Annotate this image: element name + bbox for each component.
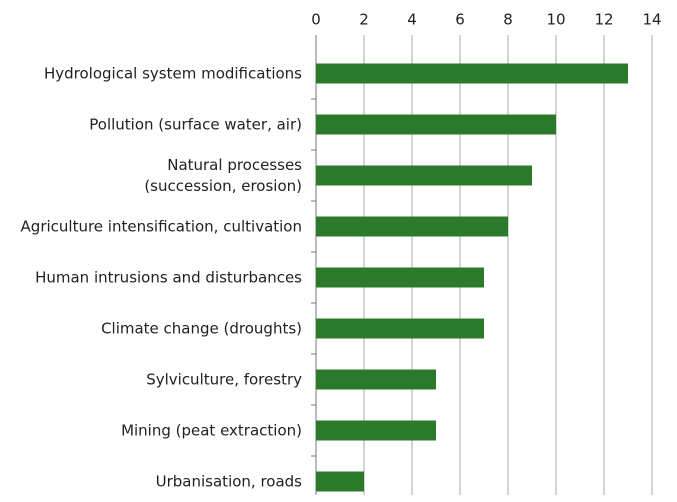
y-tick-label: Climate change (droughts) bbox=[101, 319, 302, 337]
bar bbox=[316, 471, 364, 492]
bar bbox=[316, 216, 508, 237]
x-tick-label: 2 bbox=[359, 11, 369, 29]
bar bbox=[316, 420, 436, 441]
bar bbox=[316, 63, 628, 84]
y-tick-label: Urbanisation, roads bbox=[155, 472, 302, 490]
y-tick-label: Agriculture intensification, cultivation bbox=[20, 217, 302, 235]
x-tick-label: 12 bbox=[594, 11, 613, 29]
y-tick-label: Sylviculture, forestry bbox=[146, 370, 302, 388]
x-tick-label: 0 bbox=[311, 11, 321, 29]
y-tick-label: Pollution (surface water, air) bbox=[89, 115, 302, 133]
bar bbox=[316, 267, 484, 288]
bar bbox=[316, 114, 556, 135]
x-tick-label: 6 bbox=[455, 11, 465, 29]
bar bbox=[316, 318, 484, 339]
x-tick-label: 4 bbox=[407, 11, 417, 29]
x-tick-label: 10 bbox=[546, 11, 565, 29]
y-tick-label: Mining (peat extraction) bbox=[121, 421, 302, 439]
x-tick-label: 14 bbox=[642, 11, 661, 29]
y-tick-label: Hydrological system modifications bbox=[43, 64, 302, 82]
x-tick-label: 8 bbox=[503, 11, 513, 29]
y-tick-label: Human intrusions and disturbances bbox=[35, 268, 302, 286]
y-tick-label: Natural processes (succession, erosion) bbox=[144, 155, 302, 195]
bar bbox=[316, 369, 436, 390]
bar bbox=[316, 165, 532, 186]
